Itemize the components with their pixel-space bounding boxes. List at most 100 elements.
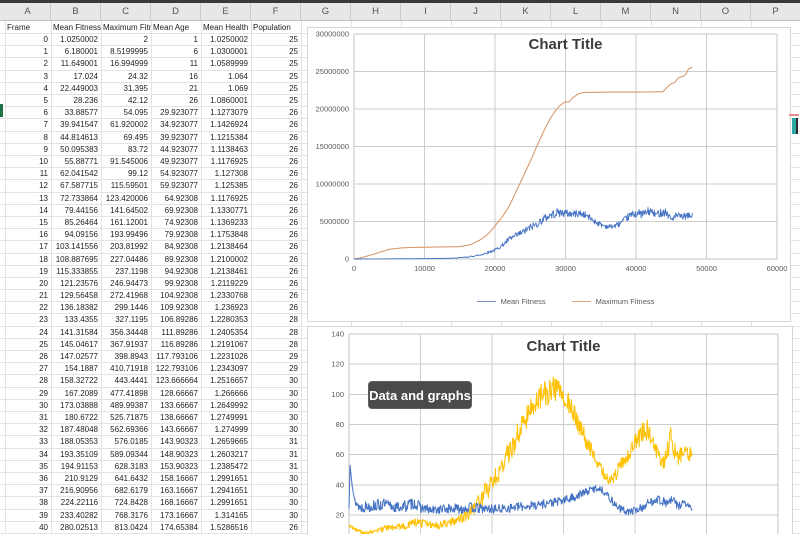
cell[interactable]: 724.8428 [114,498,148,507]
cell[interactable]: 15 [39,218,48,227]
cell[interactable]: 2 [43,59,48,68]
cell[interactable]: 31.395 [123,84,148,93]
cell[interactable]: 26 [289,255,298,264]
cell[interactable]: 25 [39,340,48,349]
cell[interactable]: 1.266666 [214,389,248,398]
cell[interactable]: 1.236923 [214,303,248,312]
cell[interactable]: 1.2405354 [210,328,248,337]
cell[interactable]: 111.89286 [161,328,198,337]
cell[interactable]: 1.0300001 [210,47,248,56]
column-header-M[interactable]: M [601,3,651,20]
cell[interactable]: 84.92308 [164,242,198,251]
cell[interactable]: 576.0185 [114,437,148,446]
cell[interactable]: 1.1330771 [210,206,248,215]
cell[interactable]: 7 [43,120,48,129]
cell[interactable]: 1.0250002 [210,35,248,44]
cell[interactable]: 168.16667 [160,498,198,507]
cell[interactable]: 26 [289,169,298,178]
cell[interactable]: 26 [289,230,298,239]
cell[interactable]: 1.2100002 [210,255,248,264]
cell[interactable]: 8 [43,133,48,142]
cell[interactable]: 1.1176925 [210,194,248,203]
cell[interactable]: 67.587715 [60,181,98,190]
cell[interactable]: 133.4355 [64,315,98,324]
cell[interactable]: 39.941547 [60,120,98,129]
cell[interactable]: 16 [39,230,48,239]
cell[interactable]: 280.02513 [60,523,98,532]
column-header-F[interactable]: F [251,3,301,20]
cell[interactable]: 1.314165 [214,511,248,520]
cell[interactable]: 22 [39,303,48,312]
cell[interactable]: 21 [189,84,198,93]
cell[interactable]: 4 [43,84,48,93]
cell[interactable]: 29 [39,389,48,398]
cell[interactable]: 1.2516657 [210,376,248,385]
cell[interactable]: 173.03888 [60,401,98,410]
cell[interactable]: 25 [289,72,298,81]
cell[interactable]: 25 [289,47,298,56]
cell[interactable]: 1.2603217 [210,450,248,459]
cell[interactable]: 398.8943 [114,352,148,361]
cell[interactable]: 246.94473 [110,279,148,288]
column-header-L[interactable]: L [551,3,601,20]
cell[interactable]: 163.16667 [160,486,198,495]
cell[interactable]: 2 [143,35,148,44]
cell[interactable]: 26 [39,352,48,361]
cell[interactable]: 188.05353 [60,437,98,446]
cell[interactable]: 136.18382 [60,303,98,312]
cell[interactable]: 8.5199995 [110,47,148,56]
cell[interactable]: 116.89286 [160,340,198,349]
cell[interactable]: 31 [289,437,298,446]
cell[interactable]: 1.2330768 [210,291,248,300]
cell[interactable]: 26 [289,303,298,312]
cell[interactable]: 1 [193,35,198,44]
cell[interactable]: 26 [289,120,298,129]
cell[interactable]: 0 [43,35,48,44]
cell[interactable]: 272.41968 [110,291,148,300]
cell[interactable]: 1.2138464 [210,242,248,251]
cell[interactable]: 210.9129 [64,474,98,483]
cell[interactable]: 30 [289,474,298,483]
header-cell[interactable]: Population [253,23,291,32]
column-header-J[interactable]: J [451,3,501,20]
cell[interactable]: 141.64502 [110,206,148,215]
column-header-K[interactable]: K [501,3,551,20]
cell[interactable]: 237.1198 [115,267,148,276]
cell[interactable]: 30 [289,389,298,398]
cell[interactable]: 180.6722 [64,413,98,422]
cell[interactable]: 85.26464 [64,218,98,227]
cell[interactable]: 1.2280353 [210,315,248,324]
cell[interactable]: 1.1426924 [210,120,248,129]
cell[interactable]: 31 [39,413,48,422]
cell[interactable]: 233.40282 [60,511,98,520]
cell[interactable]: 141.31584 [60,328,98,337]
cell[interactable]: 589.09344 [110,450,148,459]
cell[interactable]: 768.3176 [114,511,148,520]
cell[interactable]: 108.887695 [55,255,98,264]
cell[interactable]: 23 [39,315,48,324]
cell[interactable]: 194.91153 [60,462,98,471]
cell[interactable]: 1.2385472 [210,462,248,471]
cell[interactable]: 18 [39,255,48,264]
cell[interactable]: 109.92308 [160,303,198,312]
cell[interactable]: 39 [39,511,48,520]
cell[interactable]: 13 [39,194,48,203]
cell[interactable]: 26 [289,145,298,154]
cell[interactable]: 123.420006 [105,194,148,203]
fitness-chart[interactable]: Chart Title 0 5000000 10000000 15000000 2000… [307,27,791,322]
cell[interactable]: 31 [289,462,298,471]
cell[interactable]: 25 [289,84,298,93]
cell[interactable]: 1.064 [227,72,248,81]
cell[interactable]: 28 [39,376,48,385]
cell[interactable]: 356.34448 [110,328,148,337]
cell[interactable]: 216.90956 [60,486,98,495]
cell[interactable]: 133.66667 [160,401,198,410]
cell[interactable]: 128.66667 [160,389,198,398]
cell[interactable]: 72.733864 [60,194,98,203]
cell[interactable]: 641.6432 [114,474,148,483]
cell[interactable]: 99.92308 [164,279,198,288]
cell[interactable]: 12 [39,181,48,190]
cell[interactable]: 42.12 [127,96,148,105]
cell[interactable]: 74.92308 [164,218,198,227]
cell[interactable]: 26 [289,267,298,276]
